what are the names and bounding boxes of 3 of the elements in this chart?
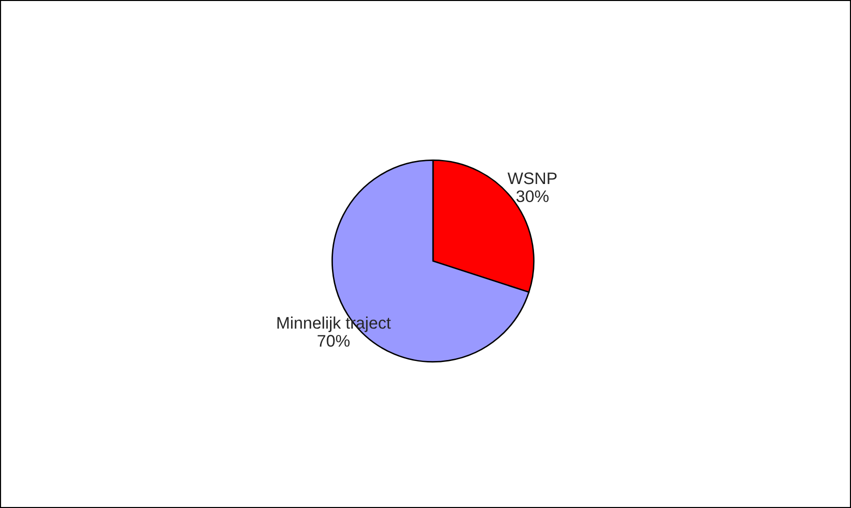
slice-label: WSNP: [508, 172, 557, 184]
data-label: 70%: [318, 334, 350, 347]
data-label: 30%: [516, 190, 549, 202]
